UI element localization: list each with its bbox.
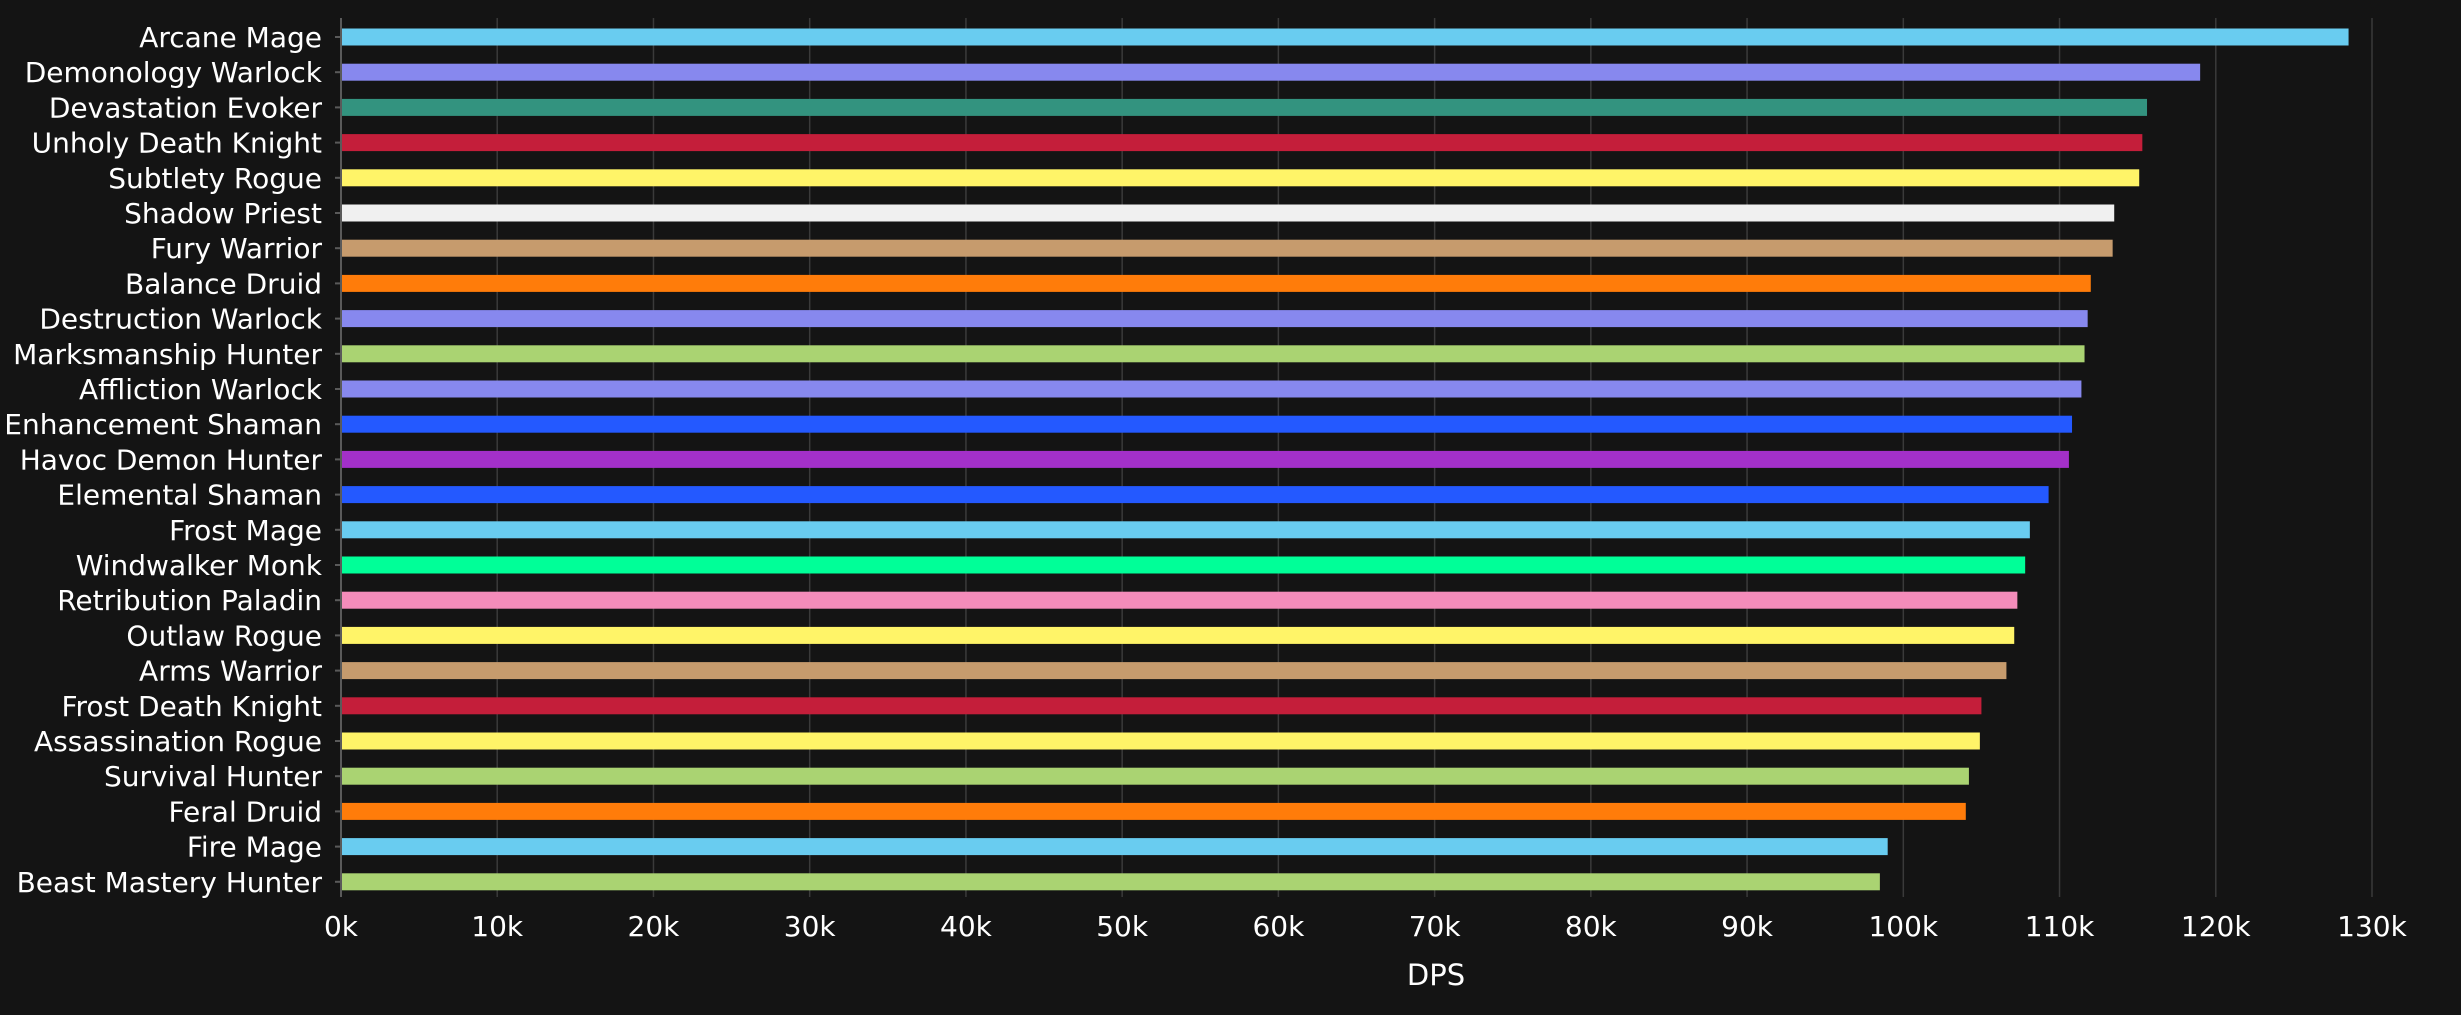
category-label: Unholy Death Knight [32, 127, 322, 160]
bar-retribution-paladin[interactable] [341, 591, 2018, 609]
category-label: Frost Death Knight [61, 690, 322, 723]
category-label: Affliction Warlock [79, 373, 323, 406]
category-label: Subtlety Rogue [108, 162, 322, 195]
x-axis-title: DPS [1407, 958, 1465, 992]
bar-balance-druid[interactable] [341, 274, 2091, 292]
category-label: Fire Mage [187, 831, 322, 864]
category-label: Feral Druid [168, 795, 322, 828]
x-tick-label: 40k [940, 910, 993, 943]
bar-fury-warrior[interactable] [341, 239, 2113, 257]
category-label: Assassination Rogue [34, 725, 322, 758]
category-label: Outlaw Rogue [126, 619, 322, 652]
category-label: Fury Warrior [151, 232, 323, 265]
bar-survival-hunter[interactable] [341, 767, 1969, 785]
bar-enhancement-shaman[interactable] [341, 415, 2073, 433]
x-tick-label: 70k [1409, 910, 1462, 943]
x-tick-label: 60k [1252, 910, 1305, 943]
bar-assassination-rogue[interactable] [341, 732, 1980, 750]
category-label: Beast Mastery Hunter [17, 866, 323, 899]
bar-elemental-shaman[interactable] [341, 486, 2049, 504]
bar-shadow-priest[interactable] [341, 204, 2115, 222]
bar-destruction-warlock[interactable] [341, 310, 2088, 328]
x-tick-label: 110k [2025, 910, 2095, 943]
bar-affliction-warlock[interactable] [341, 380, 2082, 398]
bar-devastation-evoker[interactable] [341, 98, 2148, 116]
category-label: Frost Mage [169, 514, 322, 547]
x-tick-label: 120k [2181, 910, 2251, 943]
x-tick-label: 20k [628, 910, 681, 943]
category-label: Havoc Demon Hunter [20, 443, 323, 476]
category-label: Elemental Shaman [57, 479, 322, 512]
category-label: Survival Hunter [104, 760, 323, 793]
category-label: Destruction Warlock [39, 303, 322, 336]
category-label: Windwalker Monk [76, 549, 323, 582]
x-tick-label: 30k [784, 910, 837, 943]
bar-arcane-mage[interactable] [341, 28, 2349, 46]
bar-fire-mage[interactable] [341, 838, 1888, 856]
x-tick-label: 50k [1096, 910, 1149, 943]
bar-demonology-warlock[interactable] [341, 63, 2201, 81]
category-label: Enhancement Shaman [4, 408, 322, 441]
x-tick-label: 0k [324, 910, 359, 943]
category-label: Retribution Paladin [57, 584, 322, 617]
bar-feral-druid[interactable] [341, 802, 1966, 820]
bar-windwalker-monk[interactable] [341, 556, 2026, 574]
bar-frost-mage[interactable] [341, 521, 2030, 539]
bars [335, 28, 2349, 891]
category-label: Arms Warrior [139, 655, 322, 688]
x-tick-label: 10k [471, 910, 524, 943]
category-label: Marksmanship Hunter [13, 338, 322, 371]
x-tick-label: 80k [1565, 910, 1618, 943]
bar-subtlety-rogue[interactable] [341, 169, 2140, 187]
category-label: Arcane Mage [139, 21, 322, 54]
bar-outlaw-rogue[interactable] [341, 626, 2015, 644]
x-tick-label: 90k [1721, 910, 1774, 943]
bar-arms-warrior[interactable] [341, 662, 2007, 680]
x-tick-labels: 0k 10k 20k 30k 40k 50k 60k 70k 80k 90k 100k 110k 120… [324, 910, 2408, 943]
bar-marksmanship-hunter[interactable] [341, 345, 2085, 363]
category-label: Devastation Evoker [49, 91, 323, 124]
bar-havoc-demon-hunter[interactable] [341, 450, 2069, 468]
category-label: Shadow Priest [124, 197, 322, 230]
bar-frost-death-knight[interactable] [341, 697, 1982, 715]
category-label: Balance Druid [125, 267, 322, 300]
bar-unholy-death-knight[interactable] [341, 134, 2143, 152]
x-tick-label: 100k [1868, 910, 1938, 943]
x-tick-label: 130k [2337, 910, 2407, 943]
bar-beast-mastery-hunter[interactable] [341, 873, 1880, 891]
category-label: Demonology Warlock [25, 56, 323, 89]
